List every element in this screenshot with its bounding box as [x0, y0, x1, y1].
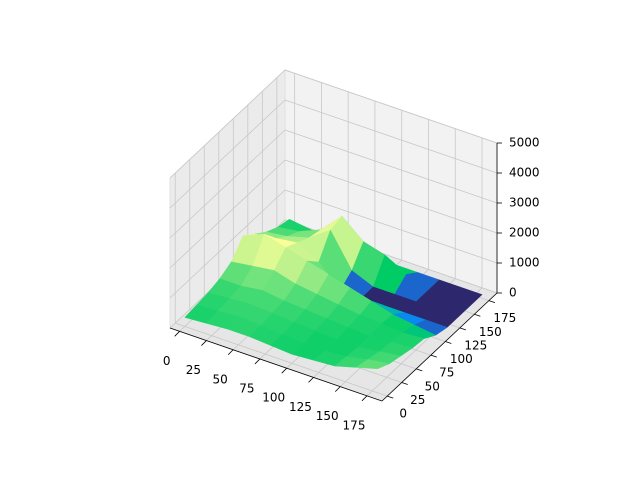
z-tick-label: 0 — [509, 286, 517, 300]
z-tick-label: 1000 — [509, 256, 540, 270]
grid-line — [284, 69, 498, 144]
grid-line — [169, 69, 286, 179]
x-tick-label: 100 — [262, 391, 285, 405]
x-tick — [254, 358, 261, 365]
y-tick — [387, 395, 394, 399]
x-tick — [174, 331, 180, 337]
y-tick-label: 175 — [493, 311, 516, 325]
z-tick-label: 3000 — [509, 196, 540, 210]
grid-line — [284, 129, 498, 204]
y-tick — [488, 300, 495, 304]
y-tick-label: 50 — [425, 379, 440, 393]
y-tick-label: 125 — [464, 338, 487, 352]
x-tick-label: 75 — [239, 381, 254, 395]
y-tick — [445, 341, 452, 344]
z-tick-label: 2000 — [509, 226, 540, 240]
surface-patch — [355, 359, 391, 370]
x-tick-label: 125 — [289, 400, 312, 414]
grid-line — [169, 189, 286, 299]
z-tick-label: 4000 — [509, 166, 540, 180]
x-tick-label: 25 — [186, 363, 201, 377]
x-tick — [281, 367, 287, 374]
y-tick — [474, 313, 481, 317]
y-tick — [459, 327, 466, 331]
grid-line — [284, 189, 498, 264]
y-tick-label: 100 — [450, 352, 473, 366]
y-tick — [430, 354, 437, 358]
z-tick-label: 5000 — [509, 136, 540, 150]
y-tick-label: 0 — [399, 407, 407, 421]
x-tick — [308, 377, 314, 383]
x-tick-label: 0 — [163, 354, 171, 368]
grid-line — [169, 99, 286, 209]
x-tick-label: 50 — [213, 372, 228, 386]
grid-line — [284, 99, 498, 174]
y-tick-label: 25 — [410, 393, 425, 407]
axis-line — [381, 292, 498, 402]
y-tick — [401, 382, 408, 385]
axis-line — [169, 327, 383, 402]
x-tick — [201, 340, 207, 346]
y-tick-label: 75 — [439, 366, 454, 380]
x-tick — [361, 395, 368, 402]
x-tick-label: 150 — [316, 409, 339, 423]
grid-line — [284, 159, 498, 234]
y-tick — [416, 368, 423, 372]
x-tick — [334, 386, 341, 392]
x-tick-label: 175 — [343, 418, 366, 432]
grid-line — [169, 159, 286, 269]
grid-line — [175, 322, 388, 397]
y-tick-label: 150 — [479, 325, 502, 339]
x-tick — [227, 349, 234, 356]
grid-line — [169, 129, 286, 239]
